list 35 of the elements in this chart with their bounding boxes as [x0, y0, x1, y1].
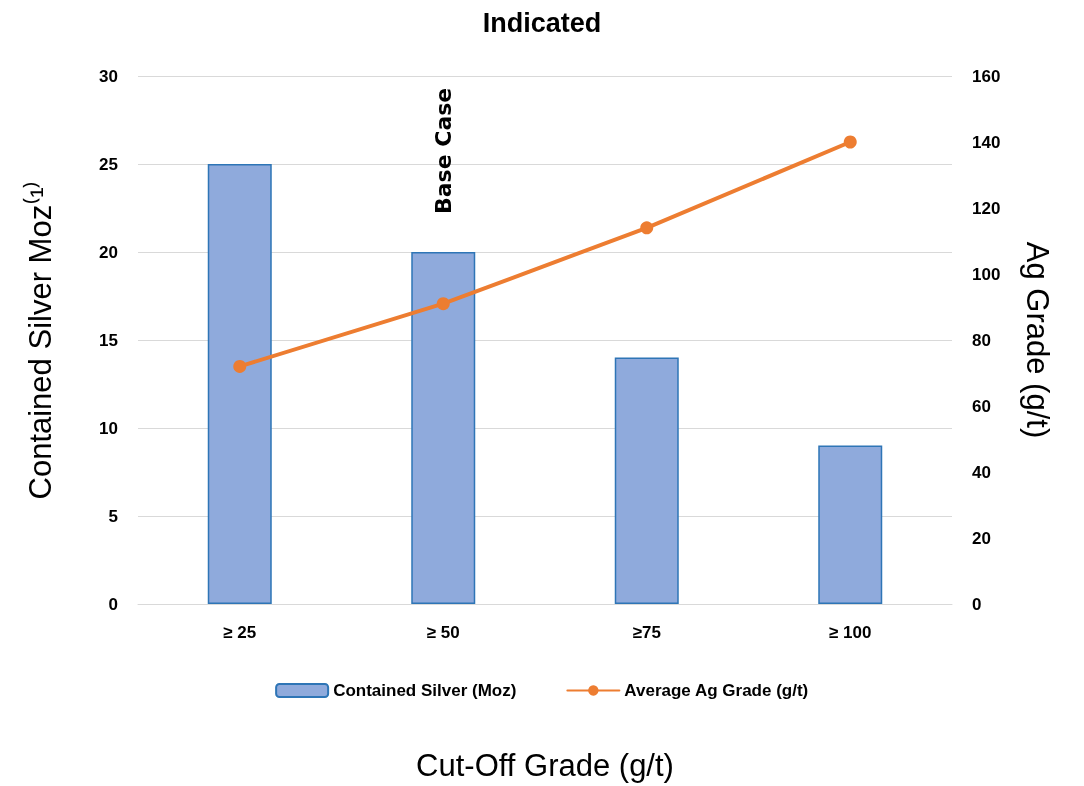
y-tick-label: 25	[99, 154, 118, 174]
y-tick-label: 30	[99, 66, 118, 86]
y-axis-title: Contained Silver Moz⁽¹⁾	[22, 180, 58, 500]
point	[436, 297, 450, 311]
annotation: Base Case	[430, 87, 456, 214]
legend-label: Contained Silver (Moz)	[333, 681, 517, 700]
y2-tick-label: 0	[972, 594, 982, 614]
x-tick-label: ≥ 50	[426, 623, 460, 642]
y2-tick-label: 120	[972, 198, 1001, 218]
x-tick-label: ≥75	[632, 623, 661, 642]
y2-tick-label: 140	[972, 132, 1001, 152]
x-tick-label: ≥ 100	[829, 623, 872, 642]
y2-tick-label: 20	[972, 528, 991, 548]
y2-tick-label: 100	[972, 264, 1001, 284]
bar	[614, 357, 679, 604]
y-tick-label: 5	[108, 506, 118, 526]
y2-tick-label: 160	[972, 66, 1001, 86]
y-tick-label: 10	[99, 418, 118, 438]
chart-title: Indicated	[482, 7, 602, 38]
x-axis-title: Cut-Off Grade (g/t)	[416, 748, 674, 783]
point	[640, 221, 654, 235]
bar	[818, 445, 883, 604]
y2-tick-label: 60	[972, 396, 991, 416]
point	[233, 359, 247, 373]
y2-tick-label: 80	[972, 330, 991, 350]
x-tick-label: ≥ 25	[223, 623, 257, 642]
legend-label: Average Ag Grade (g/t)	[624, 681, 809, 700]
bar	[411, 252, 476, 604]
point	[843, 135, 857, 149]
y-tick-label: 15	[99, 330, 118, 350]
y2-tick-label: 40	[972, 462, 991, 482]
bar	[207, 164, 272, 604]
y-tick-label: 0	[108, 594, 118, 614]
y2-axis-title: Ag Grade (g/t)	[1020, 241, 1055, 439]
y-tick-label: 20	[99, 242, 118, 262]
